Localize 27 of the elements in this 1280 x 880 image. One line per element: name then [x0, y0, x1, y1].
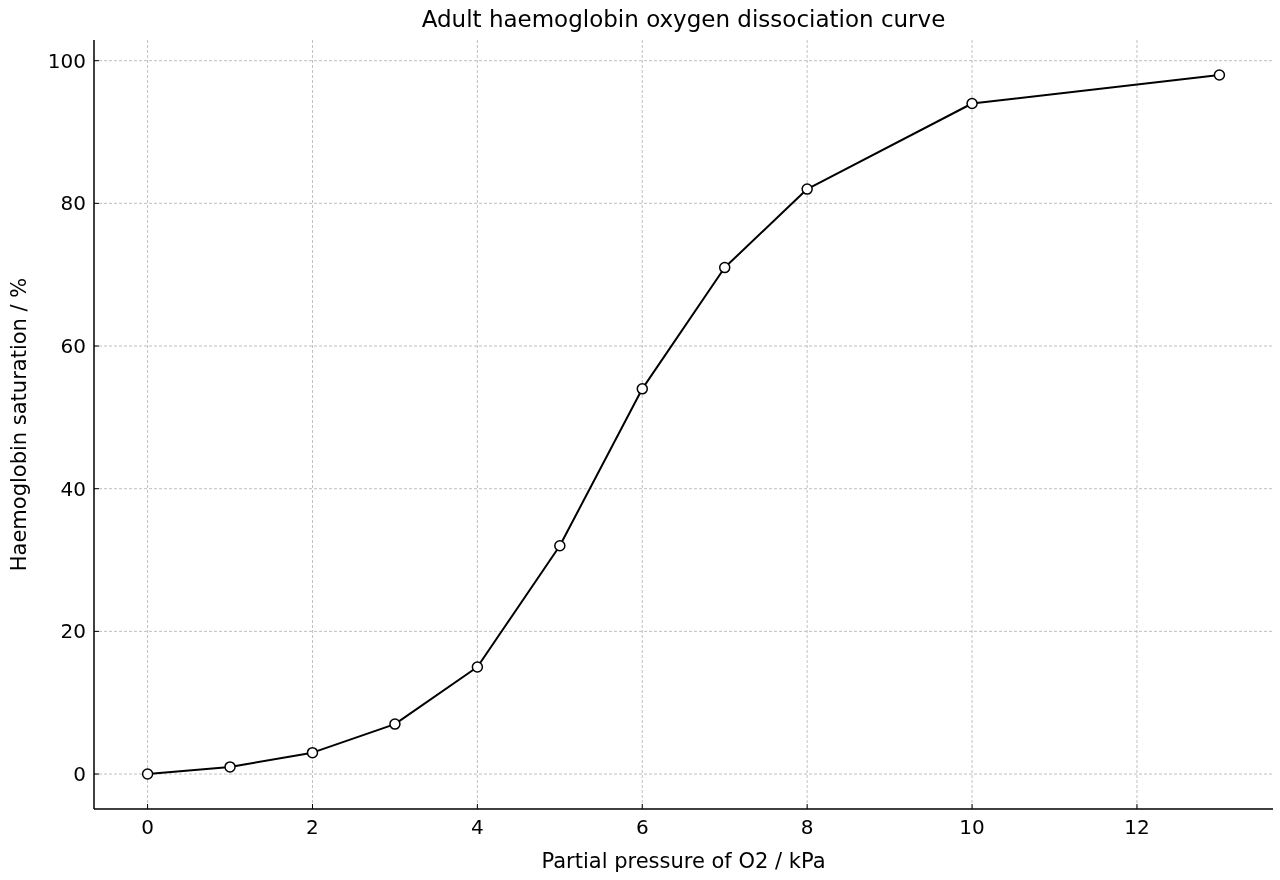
point [471, 661, 484, 673]
x-tick-label: 0 [141, 815, 154, 839]
x-tick-label: 10 [959, 815, 985, 839]
x-tick-label: 4 [471, 815, 484, 839]
point [389, 718, 401, 730]
chart-title: Adult haemoglobin oxygen dissociation curve [421, 6, 946, 32]
y-tick-label: 60 [60, 334, 86, 359]
y-tick-label: 40 [60, 476, 86, 501]
x-tick-label: 6 [635, 815, 649, 839]
point [224, 761, 236, 773]
x-axis-title: Partial pressure of O2 / kPa [541, 849, 826, 873]
point [1213, 69, 1226, 81]
x-tick-label: 2 [306, 815, 319, 839]
point [718, 261, 731, 274]
point [636, 383, 649, 395]
point [306, 746, 319, 759]
point [141, 768, 154, 780]
y-tick-label: 100 [47, 48, 86, 73]
x-tick-label: 8 [800, 815, 814, 839]
point [966, 97, 978, 110]
point [554, 540, 566, 552]
x-tick-label: 12 [1124, 815, 1150, 839]
point [801, 183, 813, 195]
y-tick-label: 80 [60, 191, 86, 216]
y-tick-label: 0 [73, 762, 86, 787]
y-axis-title: Haemoglobin saturation / % [7, 277, 31, 572]
y-tick-label: 20 [60, 619, 86, 644]
